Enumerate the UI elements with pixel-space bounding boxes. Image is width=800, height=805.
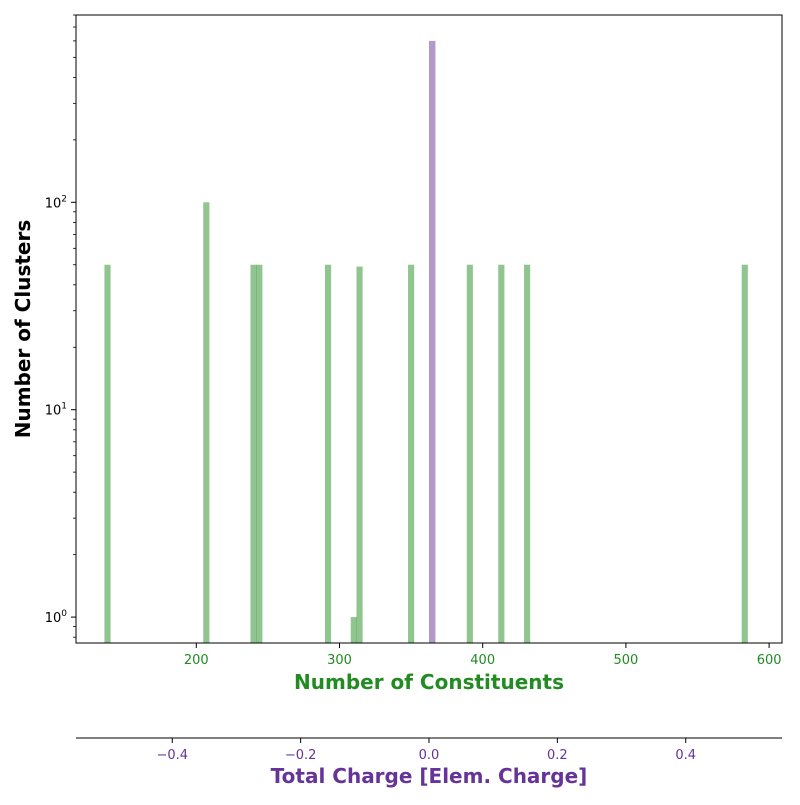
constituents-bar-10 — [524, 264, 531, 643]
x-tick-label-constituents-2: 400 — [470, 653, 495, 668]
constituents-bar-0 — [104, 264, 111, 643]
x-tick-label-constituents-4: 600 — [757, 653, 782, 668]
x-tick-label-constituents-3: 500 — [613, 653, 638, 668]
constituents-bar-7 — [408, 264, 415, 643]
constituents-bar-2 — [250, 264, 257, 643]
constituents-bar-5 — [350, 617, 357, 643]
x-tick-label-charge-1: −0.2 — [285, 748, 317, 763]
x-tick-label-charge-0: −0.4 — [156, 748, 188, 763]
x-tick-label-charge-3: 0.2 — [547, 748, 568, 763]
x-tick-label-charge-2: 0.0 — [419, 748, 440, 763]
x-axis-title-charge: Total Charge [Elem. Charge] — [271, 764, 588, 788]
y-axis-title: Number of Clusters — [11, 220, 35, 439]
x-tick-label-constituents-0: 200 — [184, 653, 209, 668]
y-tick-label-1: 101 — [45, 402, 67, 419]
x-tick-label-charge-4: 0.4 — [675, 748, 696, 763]
x-tick-label-constituents-1: 300 — [327, 653, 352, 668]
constituents-bar-3 — [256, 264, 263, 643]
constituents-bar-1 — [203, 202, 210, 643]
plot-frame — [75, 14, 783, 644]
constituents-bar-6 — [356, 266, 363, 643]
constituents-bar-4 — [324, 264, 332, 643]
y-tick-label-2: 102 — [45, 194, 67, 211]
constituents-bar-11 — [741, 264, 748, 643]
charge-bar-0 — [429, 40, 436, 644]
y-tick-label-0: 100 — [45, 609, 68, 626]
constituents-bar-8 — [466, 264, 473, 643]
constituents-bar-9 — [498, 264, 505, 643]
x-axis-title-constituents: Number of Constituents — [294, 670, 564, 694]
